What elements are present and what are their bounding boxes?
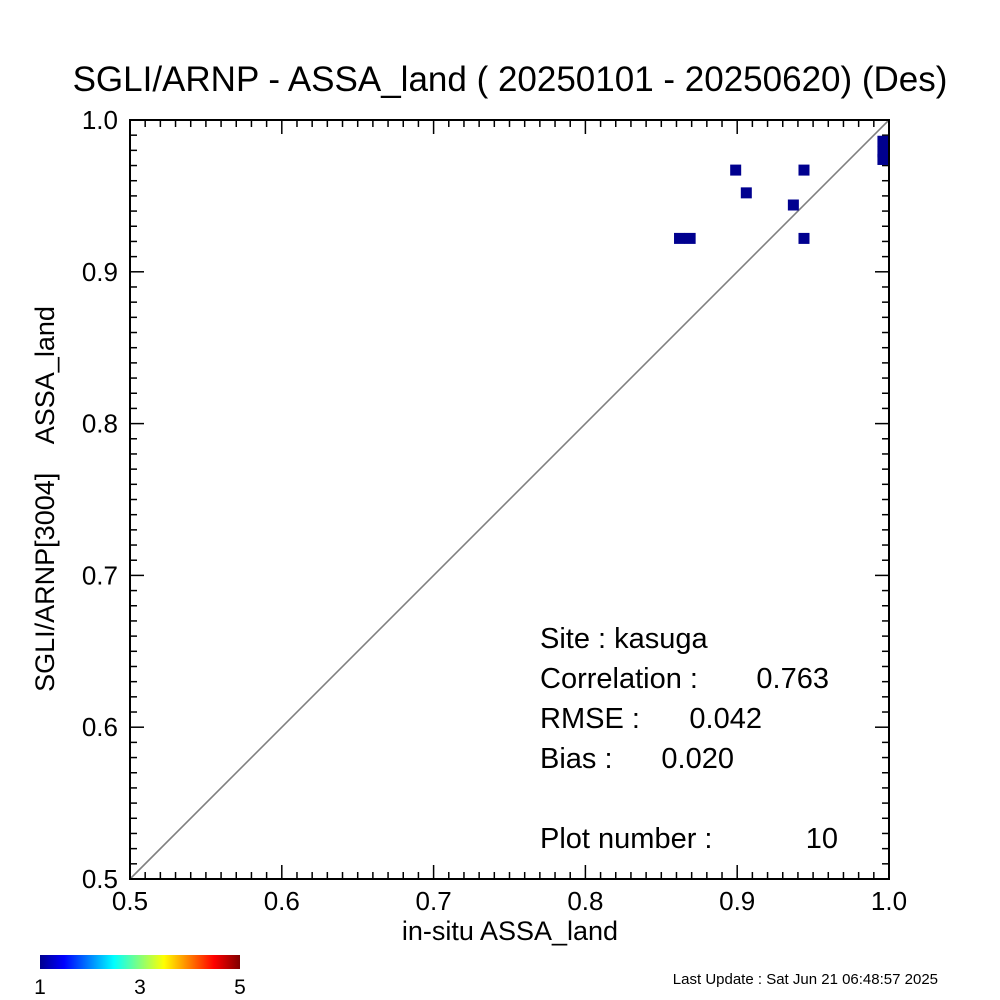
x-tick-label: 0.5 — [112, 886, 148, 916]
data-points — [674, 135, 889, 244]
data-point — [877, 135, 889, 147]
stat-plot-number-label: Plot number : — [540, 823, 712, 855]
last-update-text: Last Update : Sat Jun 21 06:48:57 2025 — [673, 971, 938, 988]
data-point — [798, 232, 810, 244]
y-tick-label: 0.5 — [82, 864, 118, 894]
data-point — [684, 232, 696, 244]
data-point — [798, 164, 810, 176]
stat-site: Site : kasuga — [540, 623, 709, 655]
stat-bias-value: 0.020 — [661, 743, 734, 775]
stat-bias-label: Bias : — [540, 743, 613, 775]
data-point — [877, 153, 889, 165]
chart-title: SGLI/ARNP - ASSA_land ( 20250101 - 20250… — [73, 60, 948, 99]
x-tick-label: 0.6 — [264, 886, 300, 916]
x-tick-label: 0.7 — [416, 886, 452, 916]
colorbar: 1 3 5 — [34, 955, 246, 999]
plot-frame — [129, 119, 890, 880]
colorbar-max-label: 5 — [234, 976, 246, 999]
stats-box: Site : kasuga Correlation : 0.763 RMSE :… — [540, 623, 838, 855]
colorbar-mid-label: 3 — [134, 976, 146, 999]
data-point — [730, 164, 742, 176]
one-to-one-line — [129, 119, 890, 880]
y-tick-label: 0.6 — [82, 712, 118, 742]
data-point — [877, 146, 889, 158]
colorbar-min-label: 1 — [34, 976, 46, 999]
axis-ticks — [129, 119, 890, 880]
y-tick-label: 0.8 — [82, 409, 118, 439]
data-point — [787, 199, 799, 211]
data-point — [740, 187, 752, 199]
stat-rmse-value: 0.042 — [689, 703, 762, 735]
y-tick-label: 1.0 — [82, 105, 118, 135]
colorbar-gradient — [40, 955, 240, 969]
stat-rmse-label: RMSE : — [540, 703, 640, 735]
data-point — [674, 232, 686, 244]
x-tick-label: 0.8 — [567, 886, 603, 916]
x-tick-label: 1.0 — [871, 886, 907, 916]
stat-plot-number-value: 10 — [806, 823, 838, 855]
y-tick-label: 0.9 — [82, 257, 118, 287]
y-axis-label: SGLI/ARNP[3004] ASSA_land — [30, 306, 60, 692]
x-axis-label: in-situ ASSA_land — [402, 916, 618, 946]
stat-correlation-value: 0.763 — [756, 663, 829, 695]
y-tick-label: 0.7 — [82, 560, 118, 590]
stat-correlation-label: Correlation : — [540, 663, 698, 695]
x-tick-label: 0.9 — [719, 886, 755, 916]
tick-labels: 0.5 0.6 0.7 0.8 0.9 1.0 0.5 0.6 0.7 0.8 0.9 1.0 — [82, 105, 907, 916]
